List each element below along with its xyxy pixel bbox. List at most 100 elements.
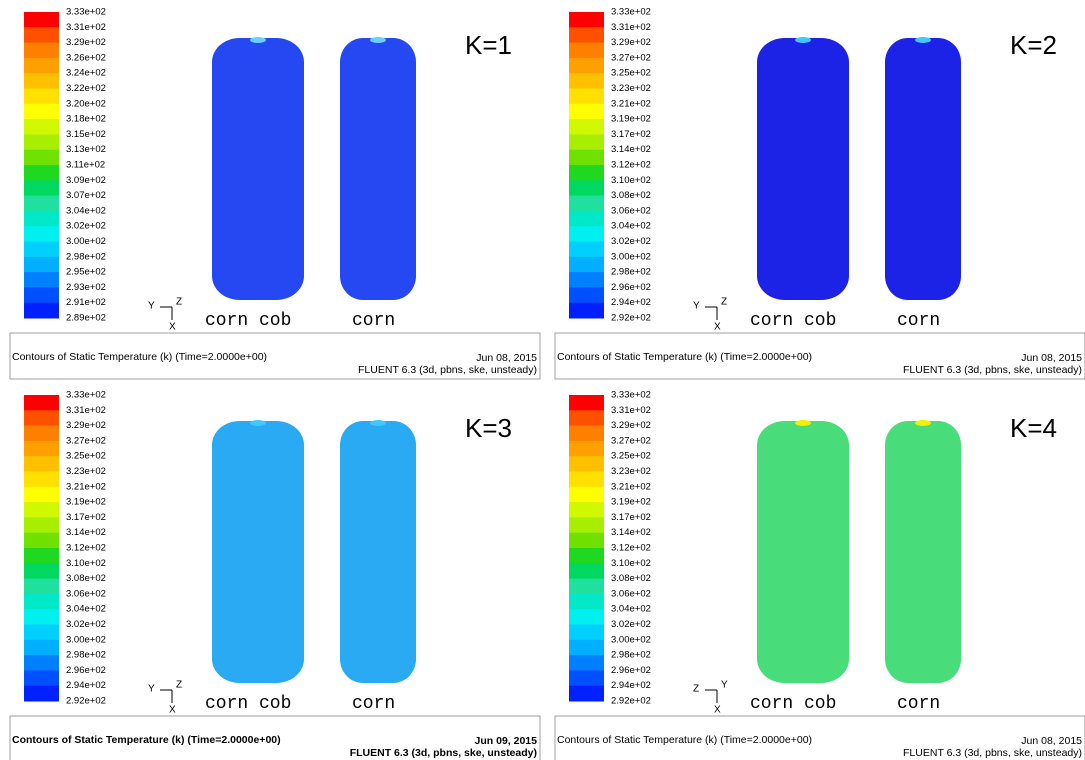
level-label: 3.31e+02 (66, 405, 106, 416)
specimen-tip (250, 37, 266, 43)
level-label: 3.17e+02 (611, 512, 651, 523)
level-label: 3.15e+02 (66, 129, 106, 140)
solver: FLUENT 6.3 (3d, pbns, ske, unsteady) (358, 364, 537, 376)
level-label: 3.33e+02 (611, 7, 651, 18)
axis-letter: Y (148, 684, 155, 695)
specimen (885, 38, 961, 300)
date: Jun 08, 2015 (476, 352, 537, 364)
specimen-label: corn (897, 311, 940, 331)
level-label: 3.31e+02 (611, 405, 651, 416)
colorbar-swatch (24, 196, 59, 212)
level-label: 2.98e+02 (66, 251, 106, 262)
level-label: 3.13e+02 (66, 144, 106, 155)
colorbar-swatch (569, 303, 604, 319)
specimen-tip (370, 37, 386, 43)
level-label: 2.94e+02 (66, 680, 106, 691)
colorbar-swatch (569, 27, 604, 43)
specimen (757, 38, 849, 300)
level-label: 3.33e+02 (611, 390, 651, 401)
specimen-tip (915, 420, 931, 426)
colorbar-swatch (24, 640, 59, 656)
level-label: 3.21e+02 (611, 481, 651, 492)
level-label: 3.26e+02 (66, 52, 106, 63)
level-label: 3.10e+02 (611, 175, 651, 186)
level-label: 2.92e+02 (66, 696, 106, 707)
level-label: 3.00e+02 (66, 236, 106, 247)
level-label: 2.89e+02 (66, 313, 106, 324)
level-label: 3.07e+02 (66, 190, 106, 201)
axis-letter: X (169, 322, 176, 333)
level-label: 3.04e+02 (611, 604, 651, 615)
specimen-label: corn (897, 694, 940, 714)
level-label: 3.29e+02 (611, 420, 651, 431)
colorbar-swatch (24, 89, 59, 105)
date: Jun 09, 2015 (475, 735, 538, 747)
level-label: 3.25e+02 (66, 451, 106, 462)
level-label: 3.23e+02 (611, 83, 651, 94)
level-label: 3.04e+02 (66, 205, 106, 216)
colorbar-swatch (569, 196, 604, 212)
level-label: 3.00e+02 (611, 251, 651, 262)
colorbar-swatch (24, 563, 59, 579)
level-label: 3.17e+02 (611, 129, 651, 140)
specimen-label: corn cob (750, 694, 836, 714)
colorbar-swatch (24, 119, 59, 135)
colorbar-swatch (24, 257, 59, 273)
level-label: 3.10e+02 (66, 558, 106, 569)
colorbar-swatch (24, 150, 59, 166)
level-label: 3.27e+02 (611, 52, 651, 63)
colorbar-swatch (24, 426, 59, 442)
level-label: 3.12e+02 (611, 160, 651, 171)
colorbar-swatch (569, 410, 604, 426)
level-label: 3.12e+02 (66, 543, 106, 554)
colorbar-swatch (569, 12, 604, 28)
colorbar-swatch (569, 119, 604, 135)
level-label: 3.17e+02 (66, 512, 106, 523)
level-label: 3.00e+02 (66, 634, 106, 645)
level-label: 3.21e+02 (611, 98, 651, 109)
level-label: 3.08e+02 (611, 573, 651, 584)
level-label: 3.09e+02 (66, 175, 106, 186)
panel: 3.33e+023.31e+023.29e+023.27e+023.25e+02… (555, 390, 1085, 760)
level-label: 3.06e+02 (611, 588, 651, 599)
level-label: 2.98e+02 (611, 267, 651, 278)
level-label: 3.19e+02 (611, 497, 651, 508)
level-label: 2.96e+02 (611, 665, 651, 676)
colorbar-swatch (569, 609, 604, 625)
colorbar-swatch (24, 609, 59, 625)
colorbar-swatch (24, 441, 59, 457)
level-label: 3.31e+02 (611, 22, 651, 33)
level-label: 3.08e+02 (66, 573, 106, 584)
colorbar-swatch (24, 43, 59, 59)
colorbar-swatch (569, 242, 604, 258)
caption: Contours of Static Temperature (k) (Time… (557, 351, 812, 363)
level-label: 2.98e+02 (66, 650, 106, 661)
level-label: 3.23e+02 (66, 466, 106, 477)
panel: 3.33e+023.31e+023.29e+023.27e+023.25e+02… (555, 7, 1085, 379)
specimen-label: corn (352, 311, 395, 331)
axis-letter: Y (693, 301, 700, 312)
colorbar-swatch (569, 287, 604, 303)
level-label: 3.18e+02 (66, 114, 106, 125)
level-label: 3.29e+02 (611, 37, 651, 48)
colorbar-swatch (24, 272, 59, 288)
figure: 3.33e+023.31e+023.29e+023.26e+023.24e+02… (0, 0, 1085, 760)
colorbar-swatch (569, 257, 604, 273)
level-label: 3.23e+02 (611, 466, 651, 477)
level-label: 3.20e+02 (66, 98, 106, 109)
colorbar-swatch (569, 150, 604, 166)
colorbar-swatch (24, 134, 59, 150)
level-label: 3.06e+02 (611, 205, 651, 216)
colorbar-swatch (569, 579, 604, 595)
panel: 3.33e+023.31e+023.29e+023.27e+023.25e+02… (10, 390, 540, 760)
colorbar-swatch (24, 517, 59, 533)
level-label: 3.27e+02 (611, 435, 651, 446)
level-label: 3.12e+02 (611, 543, 651, 554)
k-label: K=1 (465, 30, 512, 60)
level-label: 3.19e+02 (611, 114, 651, 125)
specimen-tip (370, 420, 386, 426)
colorbar-swatch (24, 211, 59, 227)
colorbar-swatch (569, 563, 604, 579)
level-label: 3.02e+02 (66, 619, 106, 630)
axis-letter: Z (721, 297, 727, 308)
